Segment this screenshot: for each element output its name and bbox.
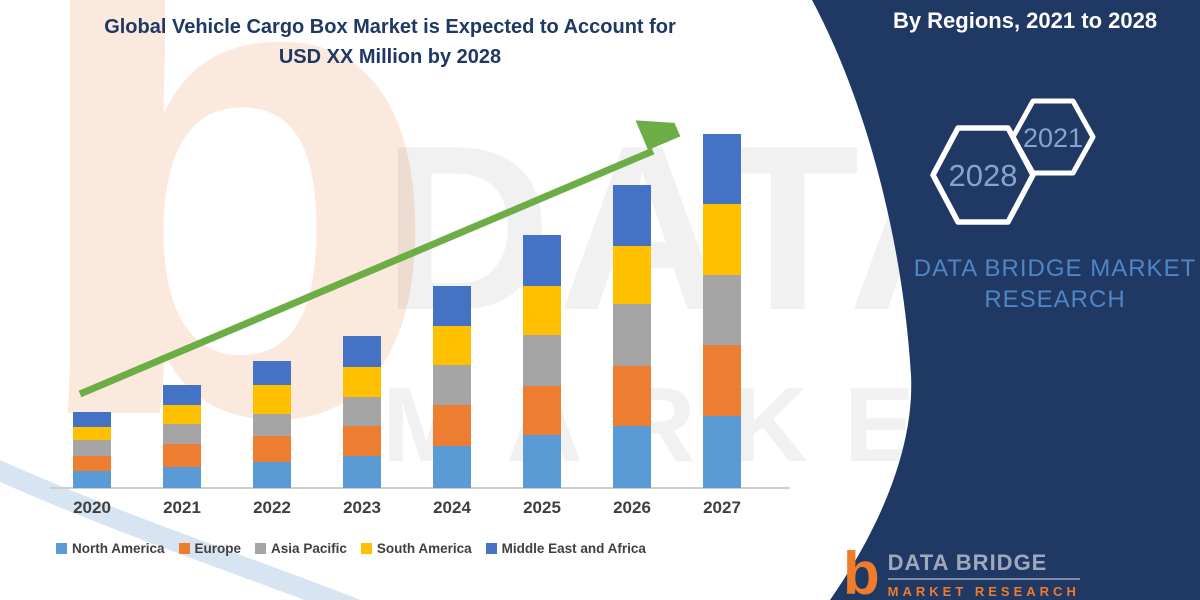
bar-2021-middle-east-and-africa (163, 385, 201, 405)
bar-2027-south-america (703, 204, 741, 275)
bar-2023-asia-pacific (343, 397, 381, 426)
bar-2023-europe (343, 426, 381, 456)
bar-2027-europe (703, 345, 741, 416)
bar-2022-north-america (253, 462, 291, 488)
bar-2023-middle-east-and-africa (343, 336, 381, 367)
x-axis-label-2024: 2024 (433, 498, 471, 517)
chart-legend: North America Europe Asia Pacific South Ame… (56, 541, 646, 556)
bar-2027 (703, 134, 741, 488)
x-axis-label-2021: 2021 (163, 498, 201, 517)
x-axis-line (50, 487, 790, 489)
x-axis-label-2026: 2026 (613, 498, 651, 517)
bar-2023 (343, 336, 381, 488)
bar-2024-asia-pacific (433, 365, 471, 405)
x-axis-label-2025: 2025 (523, 498, 561, 517)
bar-2025-europe (523, 386, 561, 435)
bar-2020-south-america (73, 427, 111, 440)
bar-2025-north-america (523, 435, 561, 488)
legend-label: North America (72, 541, 165, 556)
footer-logo: b DATA BRIDGE MARKET RESEARCH (843, 540, 1080, 600)
bar-2027-middle-east-and-africa (703, 134, 741, 204)
bar-2021-north-america (163, 467, 201, 488)
legend-label: Asia Pacific (271, 541, 347, 556)
bar-2021-asia-pacific (163, 424, 201, 444)
x-axis-label-2020: 2020 (73, 498, 111, 517)
legend-item-middle-east-and-africa: Middle East and Africa (485, 541, 646, 556)
panel-brand-text: DATA BRIDGE MARKET RESEARCH (905, 253, 1200, 315)
bar-2025-asia-pacific (523, 335, 561, 386)
bar-2020-middle-east-and-africa (73, 412, 111, 427)
hexagon-2028-label: 2028 (949, 158, 1018, 193)
bar-2026 (613, 185, 651, 488)
hexagon-2021-icon (1010, 98, 1096, 176)
bar-2020-north-america (73, 471, 111, 488)
legend-swatch-icon (360, 543, 372, 554)
panel-header: By Regions, 2021 to 2028 (892, 8, 1158, 33)
bar-2023-south-america (343, 367, 381, 397)
bar-2023-north-america (343, 456, 381, 488)
bar-2025-middle-east-and-africa (523, 235, 561, 286)
legend-item-north-america: North America (56, 541, 165, 556)
hexagon-2021-label: 2021 (1023, 123, 1083, 153)
bar-2025-south-america (523, 286, 561, 335)
chart-title-line1: Global Vehicle Cargo Box Market is Expec… (104, 16, 676, 38)
bar-2027-asia-pacific (703, 275, 741, 345)
panel-brand-line1: DATA BRIDGE MARKET (913, 255, 1197, 282)
x-axis-label-2023: 2023 (343, 498, 381, 517)
bar-2022-south-america (253, 385, 291, 414)
bar-2021-europe (163, 444, 201, 467)
bar-2026-europe (613, 366, 651, 426)
bar-2022 (253, 361, 291, 488)
legend-swatch-icon (485, 543, 497, 554)
panel-brand-line2: RESEARCH (984, 286, 1126, 313)
bar-2027-north-america (703, 416, 741, 488)
bar-2026-asia-pacific (613, 304, 651, 366)
bar-2024-middle-east-and-africa (433, 286, 471, 326)
footer-logo-b-icon: b (843, 540, 880, 600)
bar-2024 (433, 286, 471, 488)
bar-2022-asia-pacific (253, 414, 291, 436)
chart-title: Global Vehicle Cargo Box Market is Expec… (40, 12, 740, 72)
legend-swatch-icon (178, 543, 190, 554)
legend-swatch-icon (255, 543, 267, 554)
bar-2025 (523, 235, 561, 488)
x-axis-label-2022: 2022 (253, 498, 291, 517)
bar-2024-south-america (433, 326, 471, 365)
bar-2021-south-america (163, 405, 201, 424)
bar-2020 (73, 412, 111, 488)
bar-2021 (163, 385, 201, 488)
legend-item-europe: Europe (178, 541, 242, 556)
legend-label: Europe (194, 541, 242, 556)
bar-2020-europe (73, 456, 111, 471)
plot-area: 2020 2021 2022 2023 2024 2025 2026 2027 (50, 134, 790, 517)
bar-2026-south-america (613, 246, 651, 304)
legend-swatch-icon (56, 543, 67, 554)
legend-item-asia-pacific: Asia Pacific (255, 541, 347, 556)
legend-item-south-america: South America (360, 541, 472, 556)
bar-2020-asia-pacific (73, 440, 111, 456)
footer-logo-name: DATA BRIDGE (887, 550, 1080, 580)
bar-2026-north-america (613, 426, 651, 488)
bar-2024-north-america (433, 446, 471, 488)
legend-label: Middle East and Africa (501, 541, 646, 556)
chart-title-line2: USD XX Million by 2028 (278, 46, 502, 68)
bar-2026-middle-east-and-africa (613, 185, 651, 246)
footer-logo-tagline: MARKET RESEARCH (887, 584, 1080, 599)
bar-2022-europe (253, 436, 291, 462)
bar-2024-europe (433, 405, 471, 446)
x-axis-label-2027: 2027 (703, 498, 741, 517)
bar-2022-middle-east-and-africa (253, 361, 291, 385)
legend-label: South America (376, 541, 472, 556)
